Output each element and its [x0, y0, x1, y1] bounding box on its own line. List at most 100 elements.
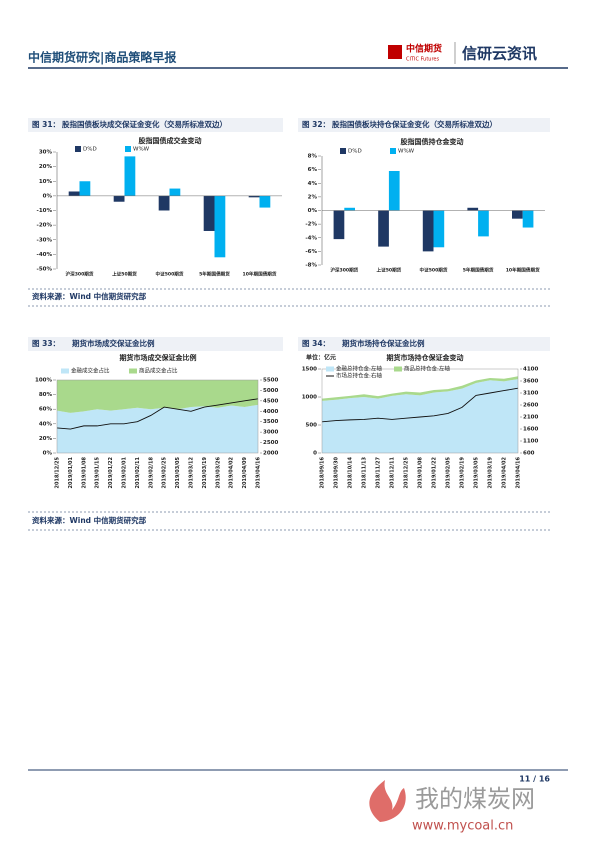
x-tick-label: 2019/01/15 [95, 456, 101, 488]
x-tick-label: 2019/02/25 [162, 456, 168, 488]
y-tick-label: -30% [37, 237, 53, 243]
area [57, 404, 258, 453]
bar [333, 210, 345, 240]
figure-label: 图 34： [302, 339, 330, 348]
y-tick-label: 3500 [263, 419, 278, 425]
bar [478, 210, 489, 237]
x-tick-label: 2018/12/25 [55, 456, 61, 488]
logo-en: CITIC Futures [406, 57, 439, 63]
legend-swatch [390, 148, 396, 154]
figure-label: 图 33： [32, 339, 60, 348]
x-tick-label: 上证50期货 [112, 271, 137, 278]
y-tick-label: 2100 [523, 415, 538, 421]
bar [158, 195, 170, 211]
y-tick-label: 8% [308, 154, 318, 160]
x-tick-label: 沪深300期货 [330, 267, 358, 274]
x-tick-label: 2019/01/08 [81, 456, 87, 488]
chart-title: 期货市场成交保证金比例 [120, 353, 197, 362]
y-tick-label: 5500 [263, 378, 278, 384]
y-tick-label: 6% [308, 167, 318, 173]
source: 资料来源：Wind 中信期货研究部 [32, 291, 147, 301]
y-tick-label: 1500 [302, 367, 317, 373]
y-tick-label: 1000 [302, 395, 317, 401]
x-tick-label: 2019/03/26 [215, 456, 221, 488]
x-tick-label: 2019/01/08 [418, 456, 424, 488]
charts: 股指国债成交金变动 -50% -40% -30% -20% -10% 0% 10% 20% 30%… [35, 136, 545, 488]
y-tick-label: 0 [313, 451, 317, 457]
caption-bg [298, 337, 550, 351]
x-tick-label: 2019/02/18 [148, 456, 154, 488]
legend-label: D%D [83, 147, 97, 153]
figure-caption: 期货市场成交保证金比例 [72, 338, 155, 348]
bar [113, 195, 125, 202]
y-tick-label: 2500 [263, 440, 278, 446]
plot-frame [321, 368, 519, 454]
bar [511, 210, 523, 219]
bar [248, 195, 260, 198]
y-tick-label: -4% [305, 235, 317, 241]
y-tick-label: 1600 [523, 427, 538, 433]
caption-bg [28, 118, 283, 132]
x-tick-label: 5年期国债期货 [463, 267, 494, 274]
plot-frame [56, 379, 259, 454]
legend-label: W%W [398, 149, 415, 155]
figure-caption: 股指国债板块成交保证金变化（交易所标准双边） [62, 119, 227, 129]
x-tick-label: 2018/11/27 [376, 456, 382, 488]
x-tick-label: 2019/03/19 [488, 456, 494, 488]
x-tick-label: 2019/04/02 [229, 456, 235, 488]
x-tick-label: 5年期国债期货 [199, 271, 230, 278]
y-tick-label: 2000 [263, 451, 278, 457]
x-tick-label: 10年期国债期货 [243, 271, 277, 278]
caption-bg [28, 337, 283, 351]
x-tick-label: 沪深300期货 [66, 271, 94, 278]
logo-cn: 中信期货 [406, 43, 442, 55]
x-tick-label: 2018/12/25 [404, 456, 410, 488]
legend-swatch [61, 368, 69, 374]
y-tick-label: 2600 [523, 403, 538, 409]
x-tick-label: 2019/01/01 [68, 456, 74, 488]
legend-label: 商品成交金占比 [139, 367, 178, 375]
caption-bg [298, 118, 550, 132]
x-tick-label: 中证500期货 [420, 267, 448, 274]
figure-caption: 期货市场持仓保证金比例 [342, 338, 425, 348]
chart-title: 股指国债成交金变动 [138, 136, 202, 145]
watermark-url: www.mycoal.cn [412, 819, 513, 834]
brand: 信研云资讯 [462, 45, 537, 63]
legend-label: 市场总持仓金:右轴 [336, 372, 382, 380]
y-tick-label: 0% [43, 451, 53, 457]
legend-label: W%W [133, 147, 150, 153]
y-tick-label: -2% [305, 222, 317, 228]
y-tick-label: 5000 [263, 388, 278, 394]
y-tick-label: -40% [37, 252, 53, 258]
x-tick-label: 2018/11/13 [362, 456, 368, 488]
bar [79, 181, 91, 196]
y-tick-label: 10% [39, 179, 53, 185]
bar [522, 210, 534, 228]
line [321, 387, 519, 423]
x-tick-label: 2019/04/16 [256, 456, 262, 488]
header-title: 中信期货研究|商品策略早报 [28, 50, 176, 65]
bar [203, 195, 215, 231]
y-tick-label: 3600 [523, 379, 538, 385]
area [322, 376, 518, 401]
x-tick-label: 2019/03/05 [474, 456, 480, 488]
chart-title: 股指国债持仓金变动 [400, 137, 464, 146]
bar [68, 191, 80, 196]
y-tick-label: 4100 [523, 367, 538, 373]
y-tick-label: 20% [39, 164, 53, 170]
x-tick-label: 2019/02/19 [460, 456, 466, 488]
x-tick-label: 2018/10/14 [348, 456, 354, 488]
x-tick-label: 10年期国债期货 [506, 267, 540, 274]
area [322, 379, 518, 453]
legend-swatch [125, 146, 131, 152]
bar [378, 210, 389, 247]
y-tick-label: 0% [43, 193, 53, 199]
bar [259, 195, 271, 208]
x-tick-label: 2018/09/30 [334, 456, 340, 488]
legend-swatch [75, 146, 81, 152]
legend-swatch [340, 148, 346, 154]
legend-label: 金融成交金占比 [71, 367, 110, 375]
line [56, 398, 259, 430]
y-tick-label: -20% [37, 223, 53, 229]
